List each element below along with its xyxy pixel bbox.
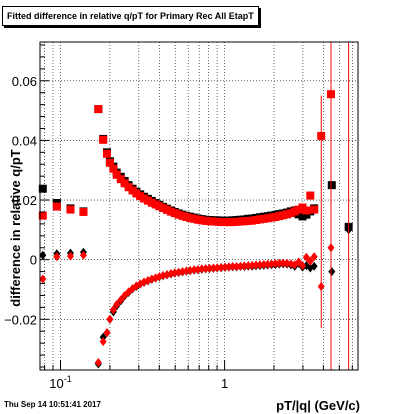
y-tick-label: −0.02 xyxy=(4,312,37,327)
data-point-diamond xyxy=(252,260,260,270)
x-tick-label: 10-1 xyxy=(49,374,71,391)
timestamp: Thu Sep 14 10:51:41 2017 xyxy=(4,400,101,409)
data-point-square xyxy=(66,205,75,214)
data-point-diamond xyxy=(66,251,74,261)
data-point-diamond xyxy=(217,262,225,272)
data-point-square xyxy=(112,170,121,179)
y-tick-label: 0 xyxy=(30,253,37,268)
data-point-diamond xyxy=(39,274,47,284)
x-axis-label: pT/|q| (GeV/c) xyxy=(276,398,360,413)
data-point-square xyxy=(38,211,47,220)
data-point-square xyxy=(105,158,114,167)
data-point-diamond xyxy=(327,243,335,253)
data-point-diamond xyxy=(229,262,237,272)
data-point-square xyxy=(302,206,311,215)
grid-lines xyxy=(40,42,358,370)
data-point-diamond xyxy=(213,263,221,273)
data-point-diamond xyxy=(306,256,314,266)
data-point-diamond xyxy=(99,337,107,347)
data-point-square xyxy=(99,135,108,144)
data-point-square xyxy=(310,205,319,214)
data-point-square xyxy=(317,131,326,140)
data-point-diamond xyxy=(248,260,256,270)
y-axis-label: difference in relative q/pT xyxy=(8,149,23,307)
data-point-square xyxy=(79,207,88,216)
data-point-diamond xyxy=(117,295,125,305)
data-point-square xyxy=(102,149,111,158)
data-point-diamond xyxy=(209,263,217,273)
data-point-diamond xyxy=(198,264,206,274)
data-point-diamond xyxy=(260,259,268,269)
data-point-diamond xyxy=(275,258,283,268)
data-point-diamond xyxy=(233,262,241,272)
data-point-diamond xyxy=(39,250,47,260)
data-marks xyxy=(38,42,353,370)
y-tick-label: 0.06 xyxy=(12,74,37,89)
y-tick-label: 0.02 xyxy=(12,193,37,208)
data-point-diamond xyxy=(279,258,287,268)
data-point-diamond xyxy=(264,259,272,269)
data-point-square xyxy=(52,202,61,211)
data-point-square xyxy=(306,191,315,200)
data-point-diamond xyxy=(240,261,248,271)
data-point-square xyxy=(38,184,47,193)
x-tick-label: 1 xyxy=(221,376,228,391)
data-point-diamond xyxy=(225,262,233,272)
data-point-square xyxy=(109,164,118,173)
data-point-diamond xyxy=(310,261,318,271)
data-point-diamond xyxy=(317,282,325,292)
data-point-diamond xyxy=(109,305,117,315)
data-point-diamond xyxy=(103,328,111,338)
data-point-diamond xyxy=(256,260,264,270)
data-point-diamond xyxy=(106,314,114,324)
data-point-diamond xyxy=(237,261,245,271)
chart-title: Fitted difference in relative q/pT for P… xyxy=(2,6,259,26)
data-point-diamond xyxy=(221,262,229,272)
data-point-diamond xyxy=(79,250,87,260)
data-point-diamond xyxy=(94,358,102,368)
data-point-diamond xyxy=(244,261,252,271)
axes: −0.02 0 0.02 0.04 0.06 10-1 1 xyxy=(4,44,353,391)
data-point-diamond xyxy=(202,264,210,274)
data-point-diamond xyxy=(328,267,336,277)
data-point-square xyxy=(116,175,125,184)
data-point-diamond xyxy=(268,259,276,269)
data-point-diamond xyxy=(53,252,61,262)
y-tick-label: 0.04 xyxy=(12,133,37,148)
data-point-diamond xyxy=(271,259,279,269)
data-point-diamond xyxy=(190,265,198,275)
data-point-diamond xyxy=(299,261,307,271)
data-point-square xyxy=(327,181,336,190)
data-point-diamond xyxy=(310,252,318,262)
data-point-diamond xyxy=(121,290,129,300)
data-point-diamond xyxy=(113,299,121,309)
data-point-diamond xyxy=(206,263,214,273)
data-point-square xyxy=(94,105,103,114)
